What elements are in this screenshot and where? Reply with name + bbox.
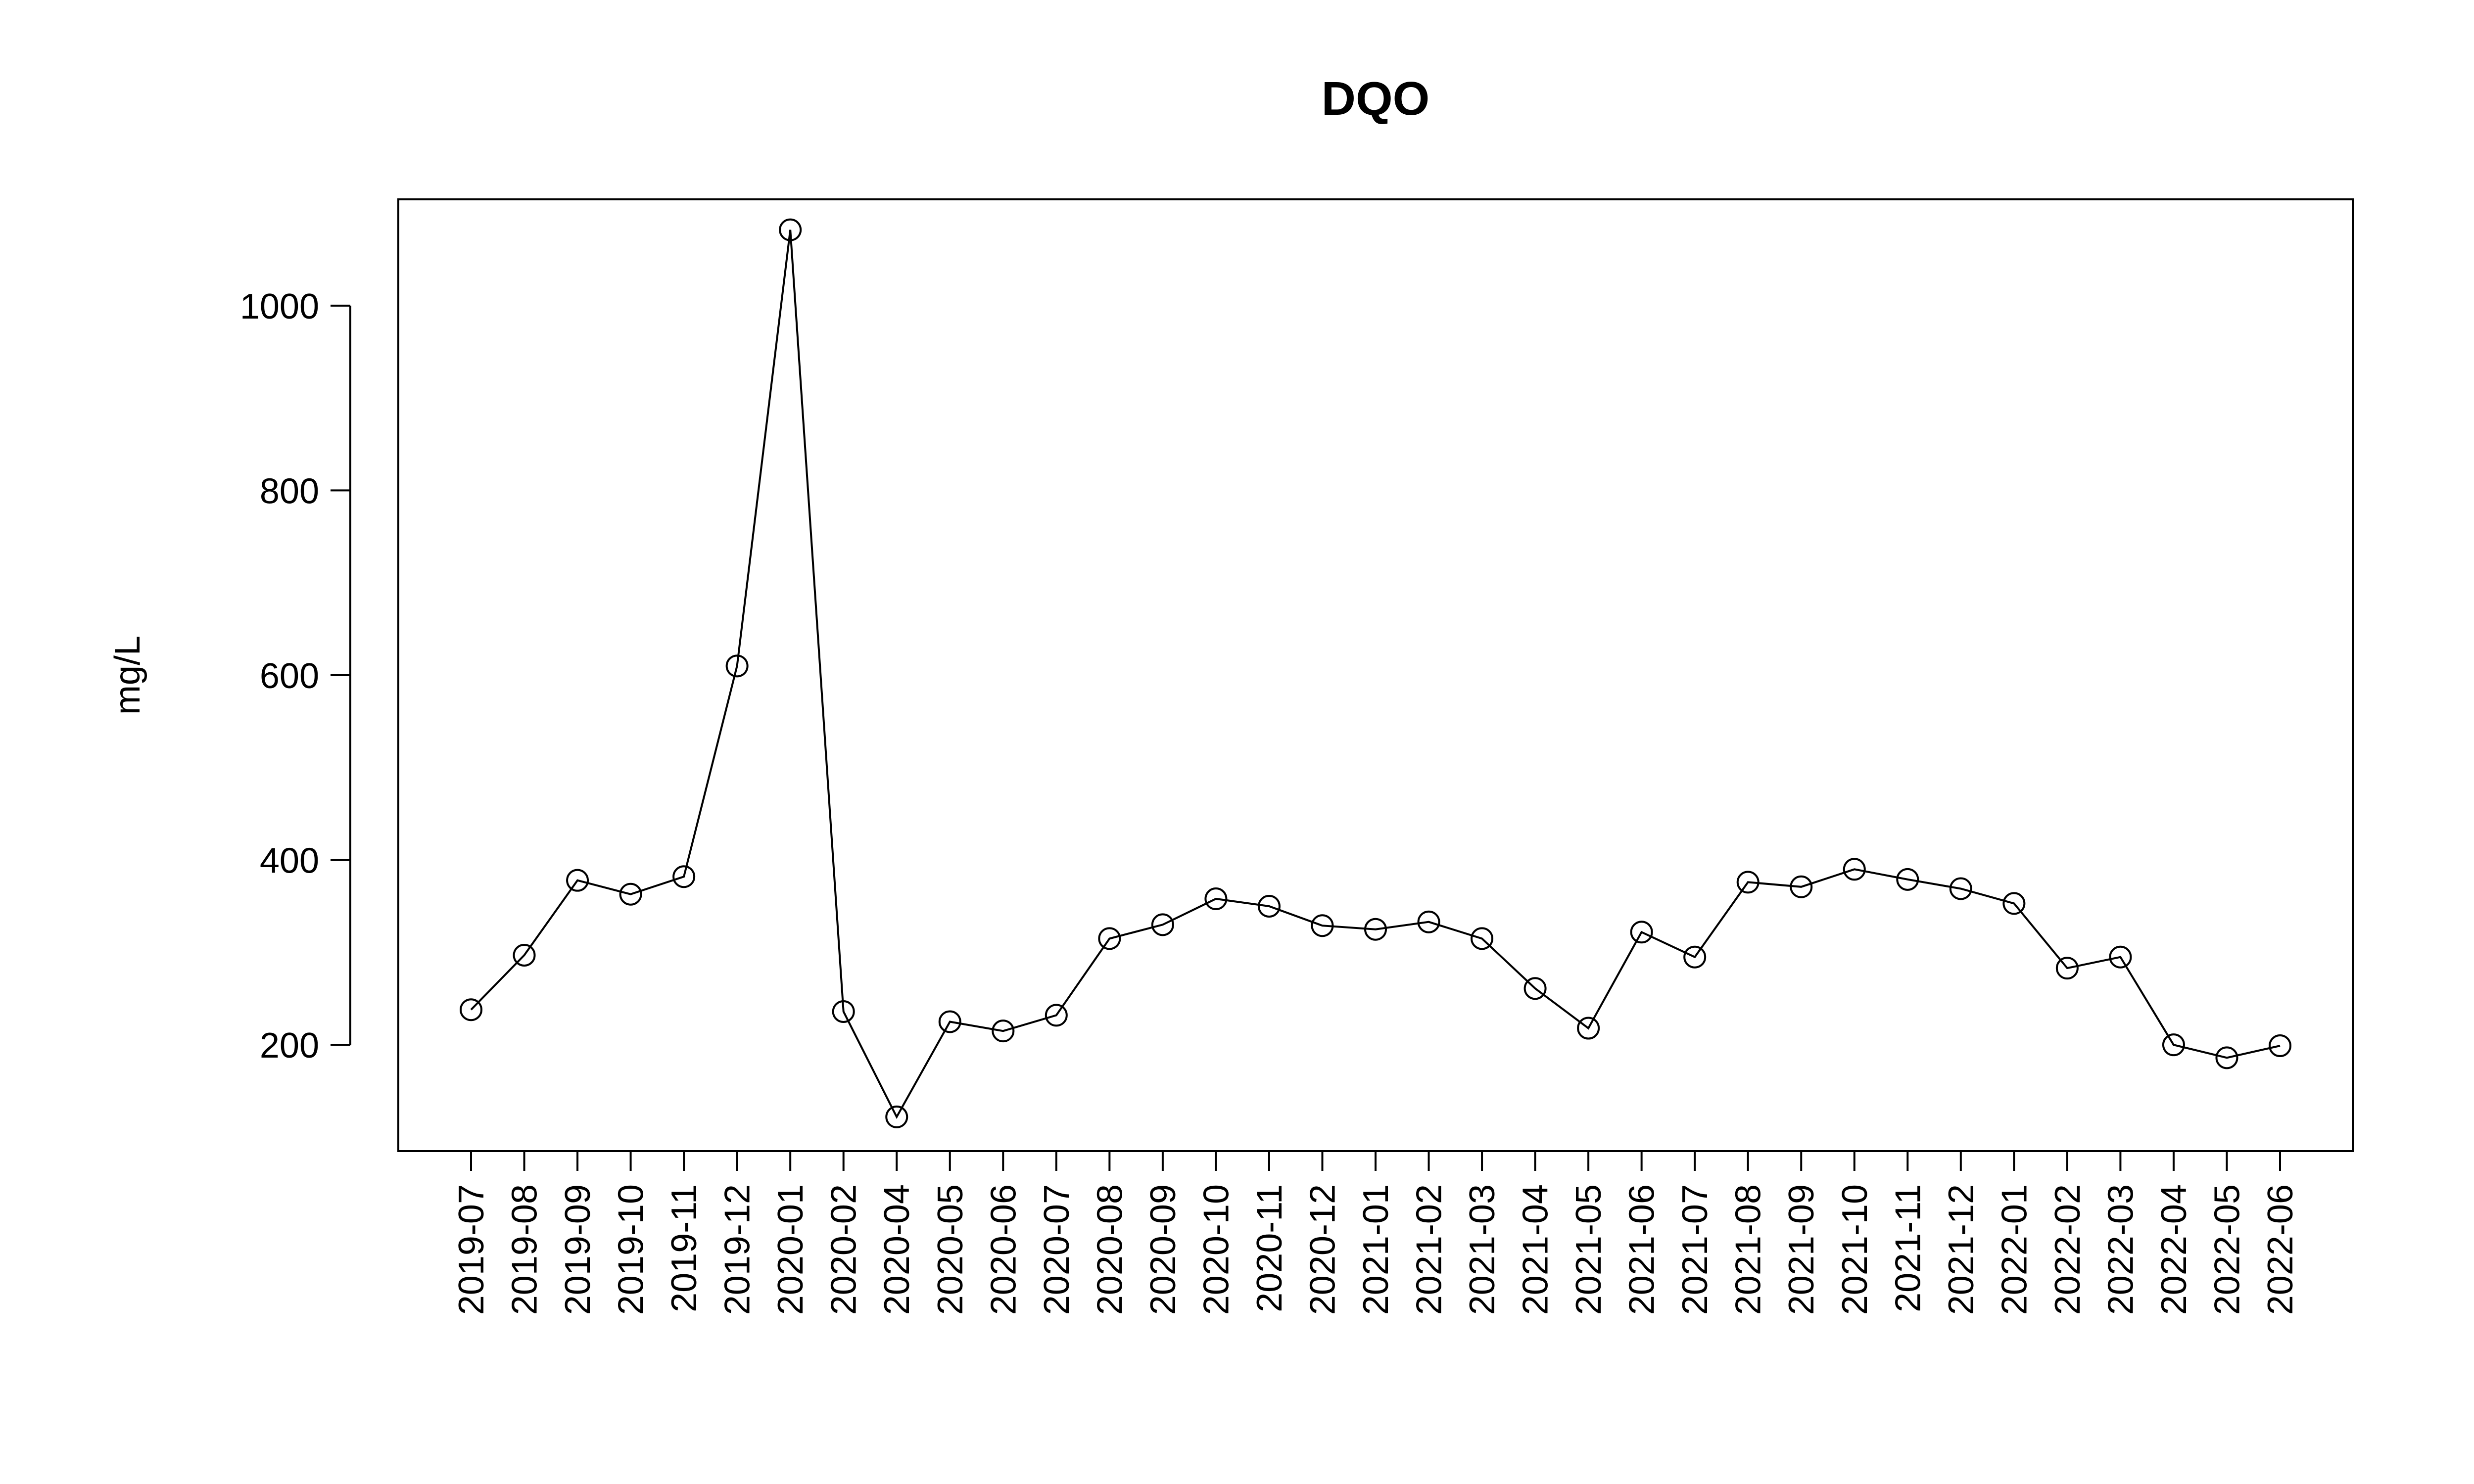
x-tick-label: 2019-12 — [718, 1184, 758, 1315]
data-point — [1896, 868, 1919, 891]
data-point — [2109, 945, 2132, 969]
x-tick-label: 2021-10 — [1835, 1184, 1875, 1315]
data-points — [460, 218, 2291, 1128]
y-tick-label: 800 — [260, 471, 319, 511]
data-point — [885, 1105, 908, 1128]
data-point — [2269, 1034, 2291, 1058]
data-point — [1577, 1017, 1600, 1040]
data-point — [619, 882, 642, 906]
x-tick-label: 2020-02 — [824, 1184, 864, 1315]
x-tick-label: 2019-11 — [665, 1184, 704, 1312]
y-tick-label: 600 — [260, 656, 319, 696]
x-tick-label: 2022-05 — [2207, 1184, 2247, 1315]
plot-frame — [397, 198, 2354, 1152]
data-point — [1843, 858, 1866, 881]
y-tick-label: 1000 — [240, 287, 319, 326]
x-tick-label: 2020-08 — [1090, 1184, 1130, 1315]
data-point — [460, 998, 482, 1021]
data-point — [1098, 927, 1121, 950]
x-tick-label: 2020-06 — [984, 1184, 1023, 1315]
x-tick-label: 2022-03 — [2101, 1184, 2141, 1315]
data-point — [725, 654, 749, 678]
x-tick-label: 2020-11 — [1250, 1184, 1289, 1312]
x-tick-label: 2019-09 — [558, 1184, 598, 1315]
y-axis-label: mg/L — [108, 636, 147, 715]
data-point — [1311, 914, 1334, 937]
x-tick-label: 2021-04 — [1516, 1184, 1556, 1315]
y-tick-label: 400 — [260, 841, 319, 881]
x-tick-label: 2021-01 — [1356, 1184, 1396, 1315]
x-tick-label: 2022-04 — [2154, 1184, 2194, 1315]
x-tick-label: 2020-05 — [931, 1184, 970, 1315]
x-tick-label: 2020-04 — [877, 1184, 917, 1315]
data-point — [2055, 957, 2079, 980]
data-point — [992, 1020, 1015, 1043]
data-point — [1364, 918, 1387, 941]
chart-title: DQO — [1322, 72, 1430, 125]
data-point — [1151, 913, 1174, 936]
x-tick-label: 2021-03 — [1463, 1184, 1502, 1315]
x-tick-label: 2021-05 — [1569, 1184, 1609, 1315]
x-tick-label: 2021-06 — [1622, 1184, 1662, 1315]
x-tick-label: 2020-12 — [1303, 1184, 1342, 1315]
data-point — [832, 1000, 855, 1023]
data-point — [672, 865, 696, 888]
data-point — [1204, 887, 1228, 911]
x-tick-label: 2021-07 — [1675, 1184, 1715, 1315]
data-point — [1471, 927, 1494, 950]
data-point — [2215, 1046, 2238, 1069]
x-tick-label: 2020-10 — [1196, 1184, 1236, 1315]
x-tick-label: 2021-11 — [1888, 1184, 1928, 1312]
data-point — [2162, 1033, 2185, 1057]
data-point — [1790, 875, 1813, 898]
data-point — [779, 218, 802, 241]
x-tick-label: 2020-09 — [1143, 1184, 1183, 1315]
data-point — [1523, 977, 1547, 1000]
data-point — [1630, 921, 1653, 944]
x-axis: 2019-07 2019-08 2019-09 2019-10 2019-11 2019-… — [452, 1150, 2300, 1315]
data-point — [566, 869, 589, 892]
y-axis: 200 400 600 800 1000 — [240, 287, 351, 1066]
x-tick-label: 2019-07 — [452, 1184, 491, 1315]
data-point — [1417, 910, 1440, 933]
x-tick-label: 2019-08 — [505, 1184, 545, 1315]
x-tick-label: 2022-06 — [2261, 1184, 2300, 1315]
data-point — [1949, 877, 1972, 900]
x-tick-label: 2021-08 — [1729, 1184, 1768, 1315]
x-tick-label: 2020-07 — [1037, 1184, 1077, 1315]
y-tick-label: 200 — [260, 1026, 319, 1066]
x-tick-label: 2021-02 — [1410, 1184, 1449, 1315]
data-point — [938, 1010, 961, 1033]
x-tick-label: 2020-01 — [771, 1184, 810, 1315]
x-tick-label: 2022-01 — [1995, 1184, 2034, 1315]
data-point — [1045, 1004, 1068, 1027]
x-tick-label: 2022-02 — [2048, 1184, 2088, 1315]
series-line — [470, 230, 2281, 1119]
data-point — [1257, 894, 1281, 918]
data-point — [513, 943, 536, 967]
x-tick-label: 2021-09 — [1782, 1184, 1821, 1315]
x-tick-label: 2019-10 — [612, 1184, 651, 1315]
x-tick-label: 2021-12 — [1942, 1184, 1981, 1315]
data-point — [2002, 892, 2026, 915]
data-point — [1736, 871, 1760, 894]
data-point — [1683, 945, 1707, 969]
